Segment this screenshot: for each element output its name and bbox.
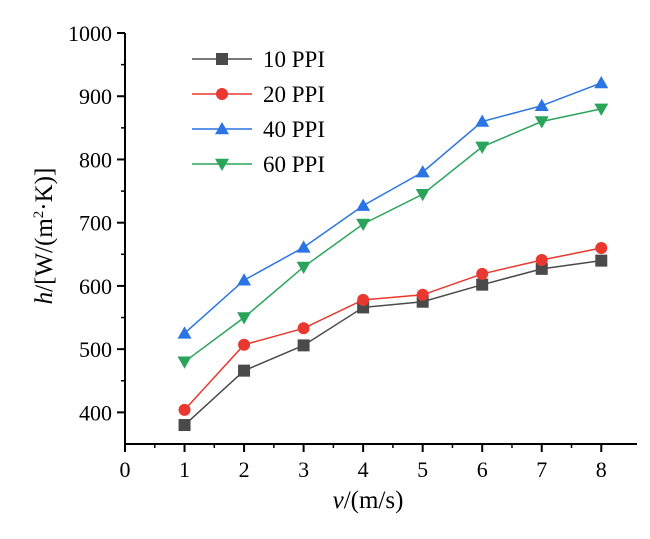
- x-tick-label-3: 3: [298, 457, 309, 482]
- data-point-s0-5: [476, 278, 489, 291]
- data-point-s0-0: [178, 419, 191, 432]
- data-point-s2-5: [475, 114, 490, 127]
- x-tick-label-2: 2: [239, 457, 250, 482]
- data-point-s1-3: [357, 293, 370, 306]
- legend-marker-2: [215, 122, 229, 135]
- data-point-s1-5: [476, 267, 489, 280]
- data-point-s0-7: [595, 254, 608, 267]
- y-tick-label-5: 900: [79, 84, 112, 109]
- y-tick-label-2: 600: [79, 274, 112, 299]
- y-tick-label-4: 800: [79, 147, 112, 172]
- series-line-1: [183, 247, 602, 411]
- data-point-s3-2: [296, 261, 311, 274]
- data-point-s1-0: [178, 403, 191, 416]
- series-line-2: [184, 82, 602, 334]
- legend: 10 PPI 20 PPI 40 PPI 60 PPI: [192, 47, 325, 177]
- legend-label-2: 40 PPI: [263, 117, 325, 142]
- data-point-s1-4: [416, 288, 429, 301]
- y-tick-label-6: 1000: [68, 21, 112, 46]
- x-tick-label-0: 0: [120, 457, 131, 482]
- data-point-s1-6: [535, 253, 548, 266]
- data-point-s2-3: [356, 198, 371, 211]
- data-point-s3-3: [356, 218, 371, 231]
- data-point-s2-4: [415, 165, 430, 178]
- legend-marker-3: [215, 158, 229, 171]
- series-markers: [177, 75, 609, 432]
- x-tick-label-7: 7: [536, 457, 547, 482]
- series-line-0: [184, 259, 602, 426]
- data-point-s2-7: [594, 75, 609, 89]
- data-point-s3-4: [415, 188, 430, 202]
- data-point-s2-6: [534, 98, 549, 111]
- y-tick-label-1: 500: [79, 337, 112, 362]
- x-tick-label-5: 5: [417, 457, 428, 482]
- data-point-s3-0: [177, 356, 192, 369]
- legend-label-3: 60 PPI: [263, 152, 325, 177]
- data-point-s2-0: [177, 326, 192, 339]
- x-tick-label-4: 4: [358, 457, 369, 482]
- legend-label-1: 20 PPI: [263, 82, 325, 107]
- x-axis-title: v/(m/s): [333, 487, 404, 514]
- data-point-s3-1: [237, 312, 252, 325]
- data-point-s0-2: [297, 339, 310, 352]
- data-point-s3-7: [594, 103, 609, 116]
- x-tick-label-6: 6: [477, 457, 488, 482]
- legend-marker-0: [216, 53, 228, 65]
- y-tick-label-0: 400: [79, 400, 112, 425]
- axes: [124, 33, 637, 445]
- data-point-s1-2: [297, 322, 310, 335]
- x-tick-label-8: 8: [596, 457, 607, 482]
- y-axis-title: h/[W/(m2·K)]: [31, 168, 58, 305]
- series-lines: [183, 82, 602, 426]
- ticks: 0 1 2 3 4 5 6 7 8 400 500 600 700 800 900 1000: [68, 21, 607, 482]
- data-point-s0-1: [238, 364, 251, 377]
- y-tick-label-3: 700: [79, 211, 112, 236]
- legend-label-0: 10 PPI: [263, 47, 325, 72]
- data-point-s3-6: [534, 116, 549, 129]
- data-point-s3-5: [475, 141, 490, 154]
- legend-marker-1: [216, 88, 228, 100]
- data-point-s1-1: [238, 338, 251, 351]
- data-point-s1-7: [595, 241, 608, 254]
- data-point-s2-1: [237, 273, 252, 286]
- x-tick-label-1: 1: [179, 457, 190, 482]
- data-point-s0-6: [535, 262, 548, 275]
- data-point-s2-2: [296, 240, 311, 253]
- series-line-3: [184, 108, 602, 363]
